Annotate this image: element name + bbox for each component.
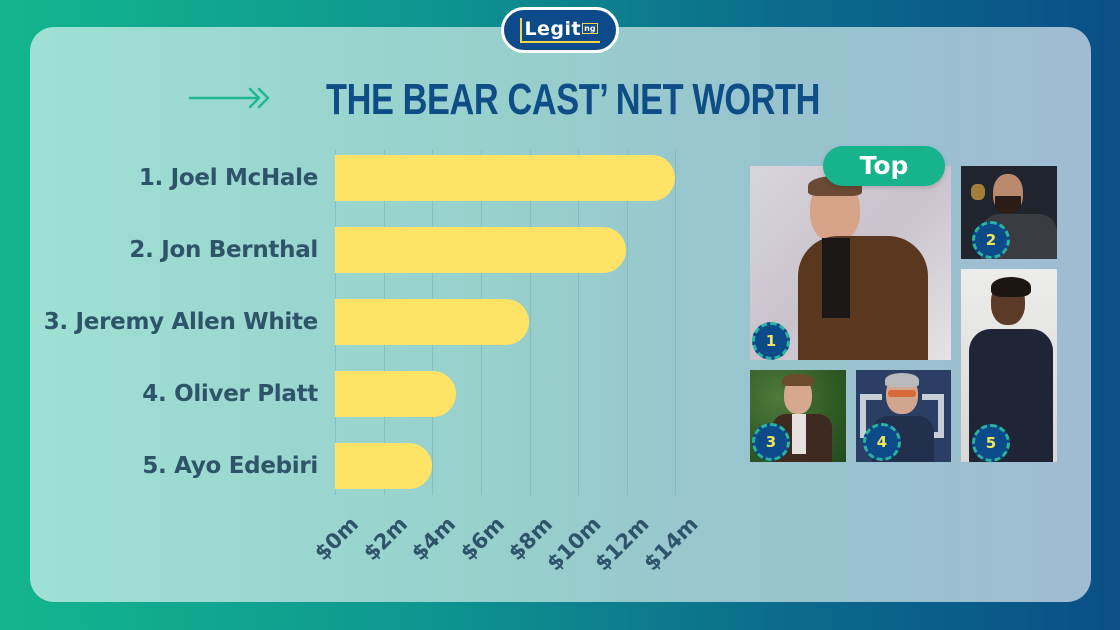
bar bbox=[335, 371, 457, 417]
bar bbox=[335, 227, 627, 273]
category-label: 3. Jeremy Allen White bbox=[43, 309, 319, 335]
category-label: 2. Jon Bernthal bbox=[129, 237, 318, 263]
double-arrow-right-icon bbox=[188, 87, 270, 109]
rank-badge: 5 bbox=[972, 424, 1010, 462]
logo-text: Legit bbox=[524, 17, 582, 40]
gridline bbox=[675, 150, 676, 495]
rank-badge: 2 bbox=[972, 221, 1010, 259]
chart-title: THE BEAR CAST’ NET WORTH bbox=[326, 75, 820, 124]
rank-badge: 4 bbox=[863, 423, 901, 461]
photo-jon-bernthal bbox=[961, 166, 1057, 259]
bar bbox=[335, 299, 530, 345]
bar bbox=[335, 155, 675, 201]
rank-badge: 3 bbox=[752, 423, 790, 461]
category-label: 1. Joel McHale bbox=[138, 165, 318, 191]
gridline bbox=[578, 150, 579, 495]
top-label-pill: Top bbox=[823, 146, 945, 186]
logo-suffix: ng bbox=[582, 23, 598, 34]
bar bbox=[335, 443, 433, 489]
legit-logo: Legit ng bbox=[501, 7, 619, 53]
gridline bbox=[627, 150, 628, 495]
gridline bbox=[530, 150, 531, 495]
category-label: 5. Ayo Edebiri bbox=[142, 453, 318, 479]
category-label: 4. Oliver Platt bbox=[142, 381, 318, 407]
rank-badge: 1 bbox=[752, 322, 790, 360]
